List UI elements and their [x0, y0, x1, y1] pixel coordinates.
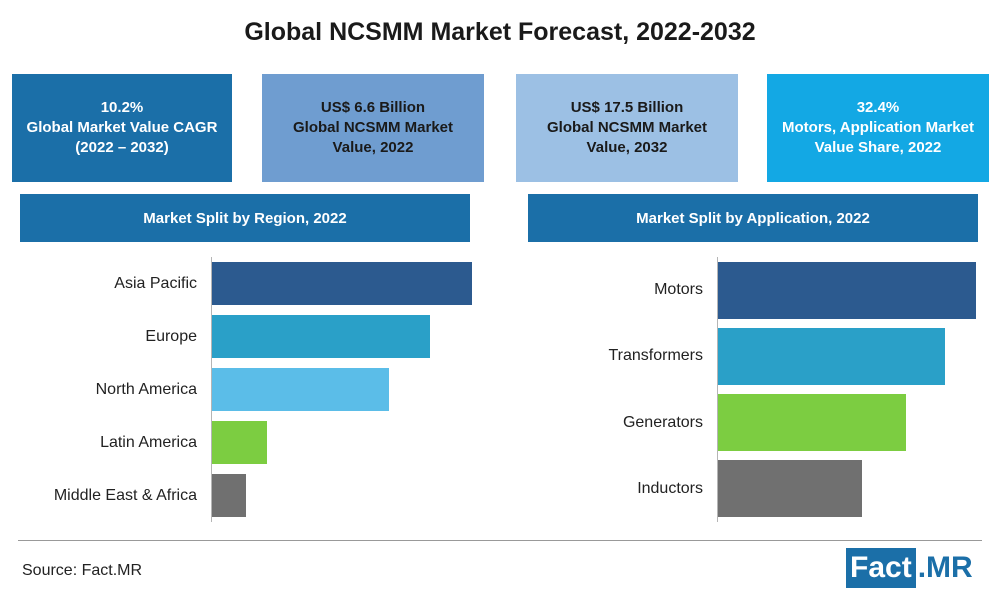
category-label: Asia Pacific — [114, 274, 197, 292]
category-label: Generators — [622, 413, 703, 431]
stat-box-value-2032: US$ 17.5 Billion Global NCSMM Market Val… — [516, 74, 738, 182]
bar-north-america — [212, 368, 389, 411]
bar-middle-east-africa — [212, 474, 246, 517]
source-note: Source: Fact.MR — [22, 562, 143, 579]
bar-generators — [718, 394, 907, 452]
footer-divider — [18, 540, 982, 541]
stat-value: US$ 17.5 Billion — [570, 99, 684, 116]
logo-part-fact: Fact — [846, 548, 916, 588]
stat-value: US$ 6.6 Billion — [320, 99, 426, 116]
page-title: Global NCSMM Market Forecast, 2022-2032 — [244, 18, 756, 46]
application-chart-header: Market Split by Application, 2022 — [528, 194, 978, 242]
stat-label: Motors, Application Market — [782, 119, 974, 136]
category-label: Transformers — [608, 347, 703, 365]
stat-label: Global NCSMM Market — [546, 119, 708, 136]
category-label: Inductors — [637, 479, 703, 497]
stat-label: Value, 2022 — [332, 139, 414, 156]
bar-inductors — [718, 460, 863, 518]
stat-label: Value Share, 2022 — [814, 139, 942, 156]
chart-axis-line — [717, 257, 718, 522]
stat-box-value-2022: US$ 6.6 Billion Global NCSMM Market Valu… — [262, 74, 484, 182]
stat-value: 10.2% — [100, 99, 144, 116]
stat-label: Global Market Value CAGR — [26, 119, 218, 136]
category-label: Latin America — [100, 433, 197, 451]
stat-box-cagr: 10.2% Global Market Value CAGR (2022 – 2… — [12, 74, 232, 182]
category-label: North America — [95, 380, 197, 398]
bar-transformers — [718, 327, 946, 385]
category-label: Motors — [654, 281, 703, 299]
stat-value: 32.4% — [856, 99, 900, 116]
bar-europe — [212, 315, 431, 358]
bar-asia-pacific — [212, 262, 472, 305]
chart-axis-line — [211, 257, 212, 522]
stat-label: Global NCSMM Market — [292, 119, 454, 136]
logo-part-mr: .MR — [915, 548, 975, 588]
category-label: Europe — [145, 327, 197, 345]
stat-box-motors-share: 32.4% Motors, Application Market Value S… — [767, 74, 989, 182]
stat-label: (2022 – 2032) — [75, 139, 169, 156]
category-label: Middle East & Africa — [53, 486, 197, 504]
region-chart-header: Market Split by Region, 2022 — [20, 194, 470, 242]
factmr-logo: Fact .MR — [846, 548, 975, 588]
bar-motors — [718, 261, 976, 319]
stat-label: Value, 2032 — [586, 139, 668, 156]
bar-latin-america — [212, 421, 267, 464]
